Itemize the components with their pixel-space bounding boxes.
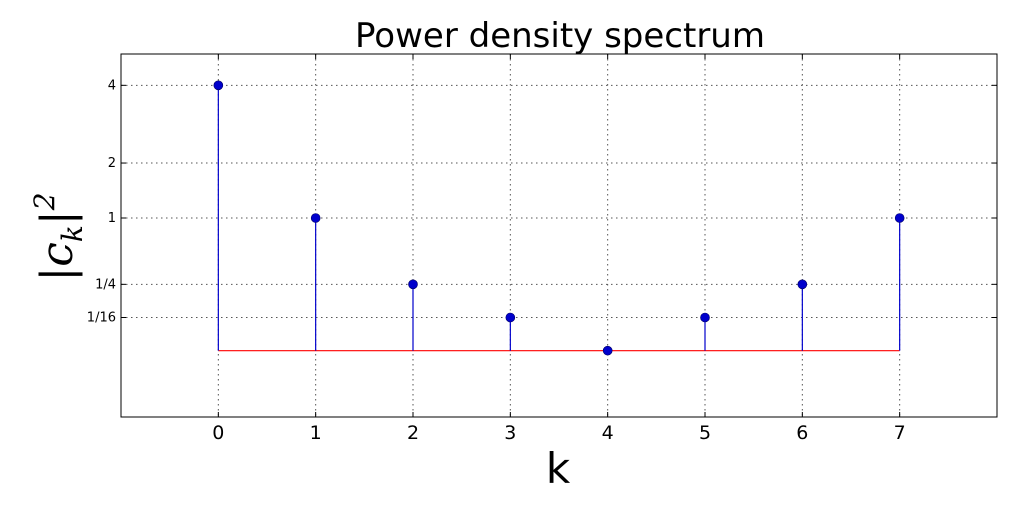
stem-marker	[602, 345, 613, 356]
stem-marker	[505, 312, 516, 323]
chart-title: Power density spectrum	[355, 16, 765, 56]
x-tick-label: 0	[212, 422, 224, 444]
x-tick-label: 3	[504, 422, 516, 444]
grid	[121, 54, 997, 417]
stem-marker	[797, 279, 808, 290]
y-label-subscript: k	[56, 225, 89, 242]
y-tick-label: 1/16	[87, 310, 116, 325]
y-label-superscript: 2	[28, 192, 61, 211]
x-tick-label: 5	[699, 422, 711, 444]
stem-marker	[213, 80, 224, 91]
x-tick-label: 4	[602, 422, 614, 444]
stem-marker	[894, 213, 905, 223]
y-label-bar-close: |	[32, 210, 83, 225]
x-tick-label: 6	[796, 422, 808, 444]
y-tick-label: 1	[108, 211, 116, 226]
y-label-bar-open: |	[32, 267, 83, 282]
y-tick-label: 1/4	[95, 277, 116, 292]
stems	[217, 85, 901, 351]
stem-marker	[310, 213, 321, 223]
y-tick-label: 4	[108, 78, 116, 93]
x-tick-label: 2	[407, 422, 419, 444]
y-tick-labels: 1/16 1/4 1 2 4	[87, 78, 116, 325]
stem-marker	[700, 312, 710, 323]
axes-frame	[120, 53, 998, 418]
x-axis-label: k	[546, 444, 571, 493]
ticks	[121, 54, 997, 417]
x-tick-label: 1	[310, 422, 322, 444]
svg-text:|ck|2: |ck|2	[28, 192, 89, 281]
x-tick-label: 7	[894, 422, 906, 444]
y-tick-label: 2	[108, 156, 116, 171]
markers	[213, 80, 905, 356]
y-label-base: c	[32, 242, 83, 267]
stem-marker	[408, 279, 418, 290]
x-tick-labels: 0 1 2 3 4 5 6 7	[212, 422, 905, 444]
y-axis-label: |ck|2	[28, 192, 89, 281]
